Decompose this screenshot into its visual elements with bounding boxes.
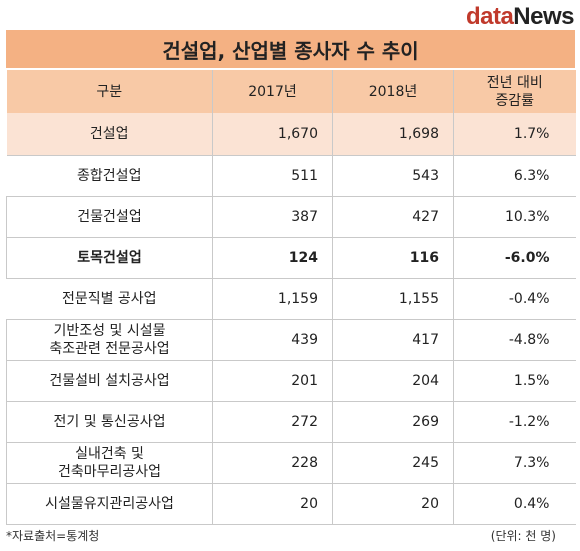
value-2017: 272 <box>212 401 333 442</box>
source-note: *자료출처=통계청 <box>6 529 100 543</box>
value-2017: 387 <box>212 196 333 237</box>
row-label: 전기 및 통신공사업 <box>6 401 213 442</box>
value-2018: 543 <box>332 155 454 196</box>
change-rate: 0.4% <box>513 495 550 512</box>
header-2018: 2018년 <box>332 70 454 113</box>
table-row: 기반조성 및 시설물 축조관련 전문공사업 439 417 -4.8% <box>6 319 576 360</box>
change-rate: 1.5% <box>513 372 550 389</box>
value-2017: 439 <box>212 319 333 360</box>
row-label-line2: 축조관련 전문공사업 <box>49 340 170 357</box>
row-label-line1: 실내건축 및 <box>75 445 144 462</box>
table-row: 실내건축 및 건축마무리공사업 228 245 7.3% <box>6 442 576 483</box>
logo-part1: data <box>465 3 514 30</box>
value-2018: 269 <box>332 401 454 442</box>
table-row: 전기 및 통신공사업 272 269 -1.2% <box>6 401 576 442</box>
change-rate: 7.3% <box>513 454 550 471</box>
change-rate: 10.3% <box>505 208 550 225</box>
table-title: 건설업, 산업별 종사자 수 추이 <box>6 30 575 68</box>
value-2018: 1,698 <box>332 113 454 155</box>
change-rate: 6.3% <box>513 167 550 184</box>
row-label: 건물설비 설치공사업 <box>6 360 213 401</box>
datanews-logo: dataNews <box>465 3 575 31</box>
table-row: 전문직별 공사업 1,159 1,155 -0.4% <box>6 278 576 319</box>
table-row: 건물건설업 387 427 10.3% <box>6 196 576 237</box>
value-2017: 20 <box>212 483 333 524</box>
header-change-line2: 증감률 <box>495 92 535 109</box>
value-2017: 1,670 <box>212 113 333 155</box>
title-text: 건설업, 산업별 종사자 수 추이 <box>162 38 419 63</box>
value-2018: 204 <box>332 360 454 401</box>
header-change: 전년 대비 증감률 <box>454 70 576 113</box>
header-row: 구분 2017년 2018년 전년 대비 증감률 <box>6 70 576 113</box>
row-label: 건설업 <box>6 113 213 155</box>
change-rate: -6.0% <box>504 249 550 266</box>
value-2018: 1,155 <box>332 278 454 319</box>
header-2017: 2017년 <box>212 70 333 113</box>
table-row: 건물설비 설치공사업 201 204 1.5% <box>6 360 576 401</box>
table-row: 토목건설업 124 116 -6.0% <box>6 237 576 278</box>
value-2017: 511 <box>212 155 333 196</box>
unit-note: (단위: 천 명) <box>490 529 556 543</box>
header-change-line1: 전년 대비 <box>486 74 543 91</box>
value-2018: 417 <box>332 319 454 360</box>
row-label: 실내건축 및 건축마무리공사업 <box>6 442 213 483</box>
value-2018: 116 <box>332 237 454 278</box>
change-rate: -0.4% <box>508 290 550 307</box>
value-2017: 228 <box>212 442 333 483</box>
value-2018: 20 <box>332 483 454 524</box>
logo-part2: News <box>513 3 574 30</box>
table-row: 시설물유지관리공사업 20 20 0.4% <box>6 483 576 524</box>
value-2017: 124 <box>212 237 333 278</box>
value-2017: 201 <box>212 360 333 401</box>
table-row: 종합건설업 511 543 6.3% <box>6 155 576 196</box>
value-2018: 427 <box>332 196 454 237</box>
change-rate: -4.8% <box>508 331 550 348</box>
employment-table: 구분 2017년 2018년 전년 대비 증감률 건설업 1,670 1,698 … <box>6 70 576 525</box>
header-category: 구분 <box>6 70 213 113</box>
row-label: 전문직별 공사업 <box>6 278 213 319</box>
value-2017: 1,159 <box>212 278 333 319</box>
value-2018: 245 <box>332 442 454 483</box>
row-label: 토목건설업 <box>6 237 213 278</box>
row-label: 건물건설업 <box>6 196 213 237</box>
row-label-line1: 기반조성 및 시설물 <box>53 322 166 339</box>
row-label: 종합건설업 <box>6 155 213 196</box>
row-label: 시설물유지관리공사업 <box>6 483 213 524</box>
row-label-line2: 건축마무리공사업 <box>57 463 162 480</box>
change-rate: 1.7% <box>513 125 550 142</box>
row-label: 기반조성 및 시설물 축조관련 전문공사업 <box>6 319 213 360</box>
table-row: 건설업 1,670 1,698 1.7% <box>6 113 576 155</box>
change-rate: -1.2% <box>508 413 550 430</box>
